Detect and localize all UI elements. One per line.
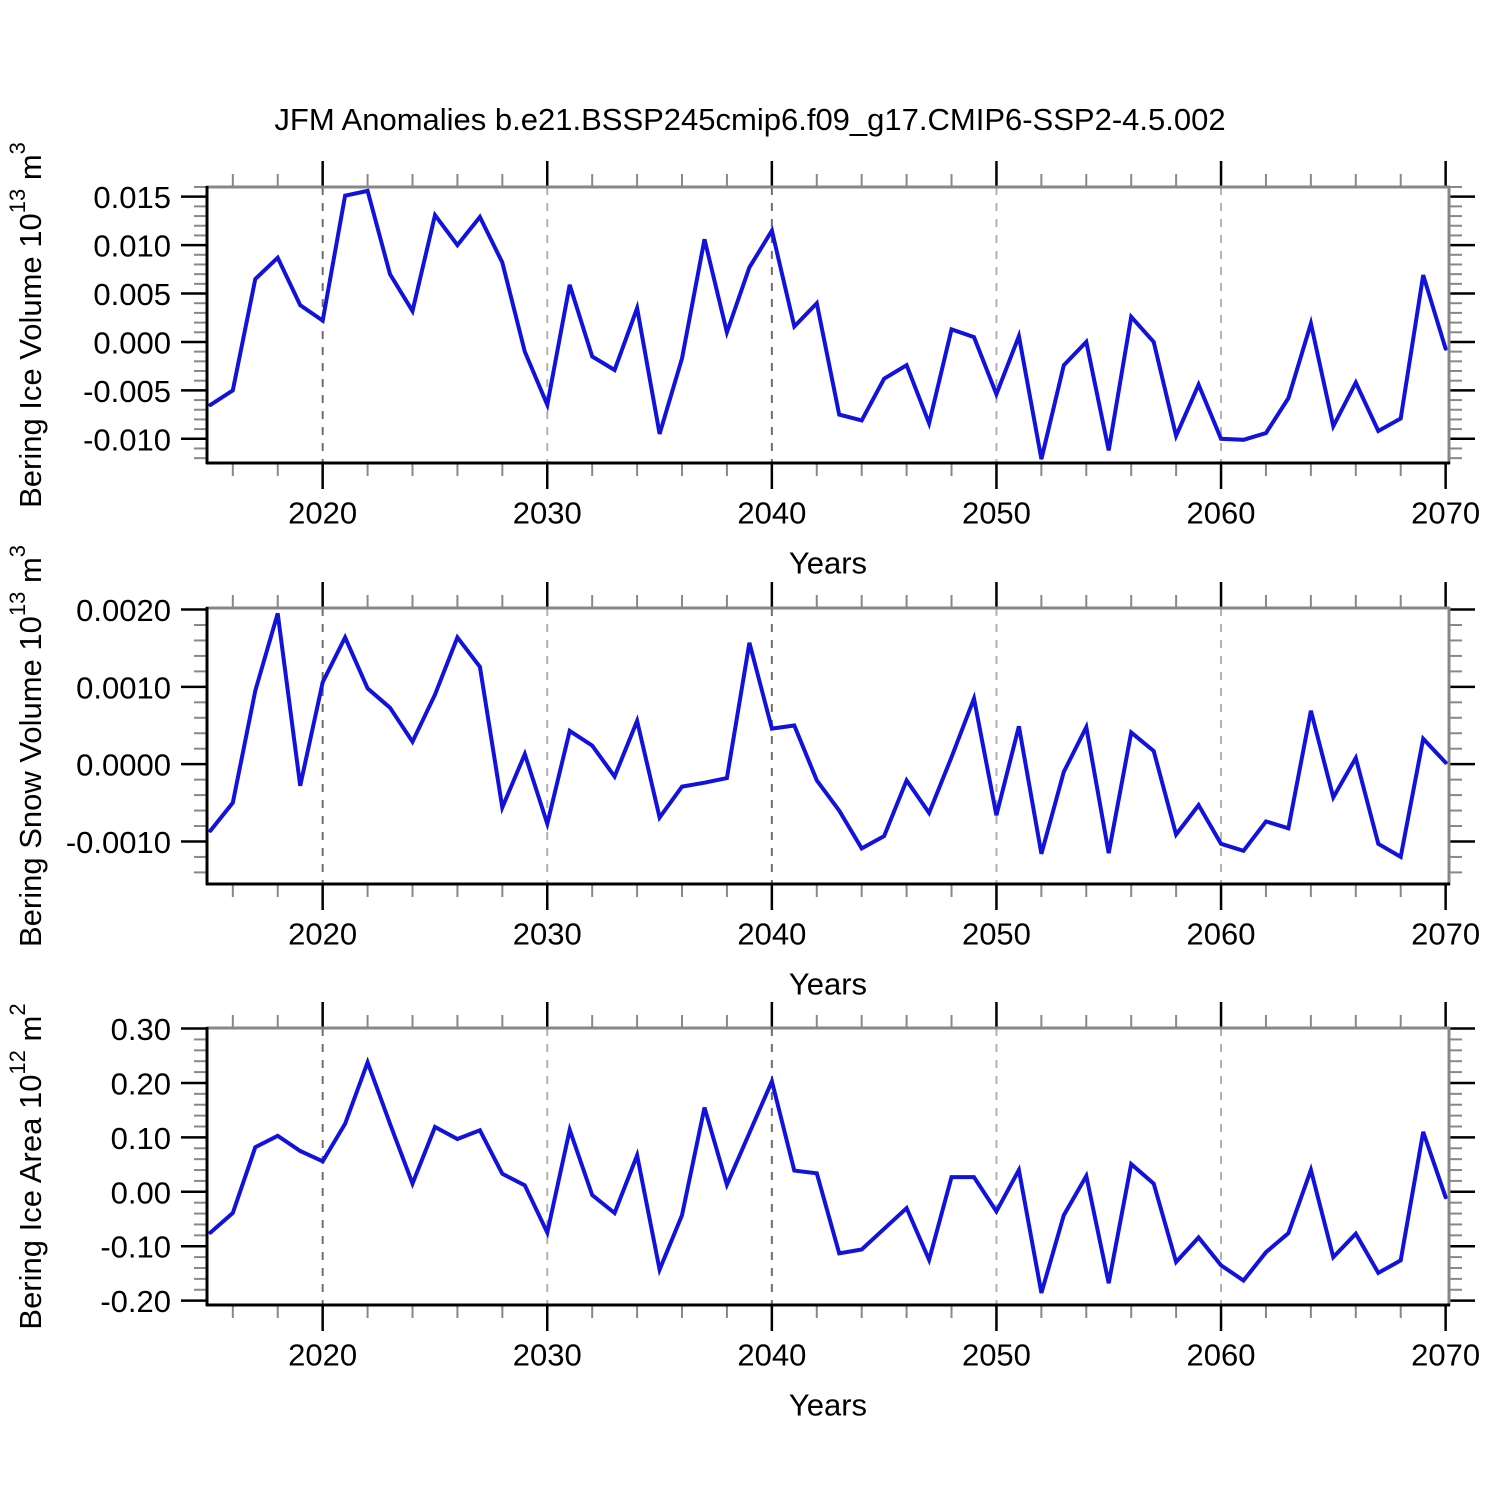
x-tick-label: 2040 (737, 917, 806, 952)
x-axis-label: Years (789, 546, 867, 581)
bering-ice-volume-line (208, 188, 1448, 460)
x-tick-label: 2040 (737, 496, 806, 531)
x-ticks: 2020 2030 2040 2050 2060 2070 (231, 582, 1480, 952)
y-axis-label: Bering Snow Volume 1013 m3 (5, 545, 48, 947)
x-tick-label: 2050 (962, 1338, 1031, 1373)
x-axis-label: Years (789, 967, 867, 1002)
decade-gridlines (321, 1028, 1223, 1305)
y-tick-label: 0.000 (93, 325, 171, 360)
y-ticks: -0.20 -0.10 0.00 0.10 0.20 0.30 (100, 1012, 1475, 1319)
x-tick-label: 2060 (1187, 1338, 1256, 1373)
y-axis-label: Bering Ice Volume 1013 m3 (5, 142, 48, 508)
y-tick-label: 0.00 (111, 1175, 171, 1210)
y-tick-label: 0.010 (93, 229, 171, 264)
bering-ice-area-line (208, 1056, 1448, 1294)
y-tick-label: 0.005 (93, 277, 171, 312)
x-tick-label: 2020 (288, 1338, 357, 1373)
y-tick-label: -0.10 (100, 1230, 171, 1265)
y-tick-label: -0.20 (100, 1284, 171, 1319)
panel-border (205, 606, 1451, 886)
decade-gridlines (321, 608, 1223, 884)
panel-bering-snow-volume: 2020 2030 2040 2050 2060 2070 -0.0010 0.0000 0.0… (5, 545, 1481, 1002)
panel-bering-ice-volume: 2020 2030 2040 2050 2060 2070 -0.010 -0.005 0.00… (5, 142, 1481, 580)
y-tick-label: 0.015 (93, 180, 171, 215)
x-tick-label: 2020 (288, 496, 357, 531)
y-axis-label: Bering Ice Area 1012 m2 (5, 1003, 48, 1329)
panel-border (205, 185, 1451, 465)
y-ticks: -0.0010 0.0000 0.0010 0.0020 (66, 593, 1475, 874)
x-axis-label: Years (789, 1388, 867, 1423)
bering-snow-volume-line (208, 612, 1448, 861)
x-tick-label: 2060 (1187, 496, 1256, 531)
x-tick-label: 2070 (1411, 496, 1480, 531)
y-tick-label: -0.005 (83, 374, 171, 409)
x-tick-label: 2030 (513, 1338, 582, 1373)
y-tick-label: 0.0000 (76, 748, 171, 783)
x-tick-label: 2050 (962, 917, 1031, 952)
y-tick-label: -0.010 (83, 422, 171, 457)
x-ticks: 2020 2030 2040 2050 2060 2070 (231, 161, 1480, 531)
panel-bering-ice-area: 2020 2030 2040 2050 2060 2070 -0.20 -0.10 0.00 0.… (5, 1002, 1480, 1423)
panel-border (205, 1026, 1451, 1307)
x-tick-label: 2070 (1411, 1338, 1480, 1373)
y-tick-label: -0.0010 (66, 825, 171, 860)
x-tick-label: 2070 (1411, 917, 1480, 952)
x-ticks: 2020 2030 2040 2050 2060 2070 (231, 1002, 1480, 1373)
x-tick-label: 2030 (513, 496, 582, 531)
x-tick-label: 2050 (962, 496, 1031, 531)
y-tick-label: 0.0010 (76, 670, 171, 705)
decade-gridlines (321, 187, 1223, 463)
x-tick-label: 2030 (513, 917, 582, 952)
x-tick-label: 2020 (288, 917, 357, 952)
y-tick-label: 0.0020 (76, 593, 171, 628)
y-ticks: -0.010 -0.005 0.000 0.005 0.010 0.015 (83, 180, 1475, 460)
x-tick-label: 2060 (1187, 917, 1256, 952)
y-tick-label: 0.20 (111, 1066, 171, 1101)
y-tick-label: 0.30 (111, 1012, 171, 1047)
x-tick-label: 2040 (737, 1338, 806, 1373)
chart-title: JFM Anomalies b.e21.BSSP245cmip6.f09_g17… (274, 102, 1226, 137)
y-tick-label: 0.10 (111, 1121, 171, 1156)
